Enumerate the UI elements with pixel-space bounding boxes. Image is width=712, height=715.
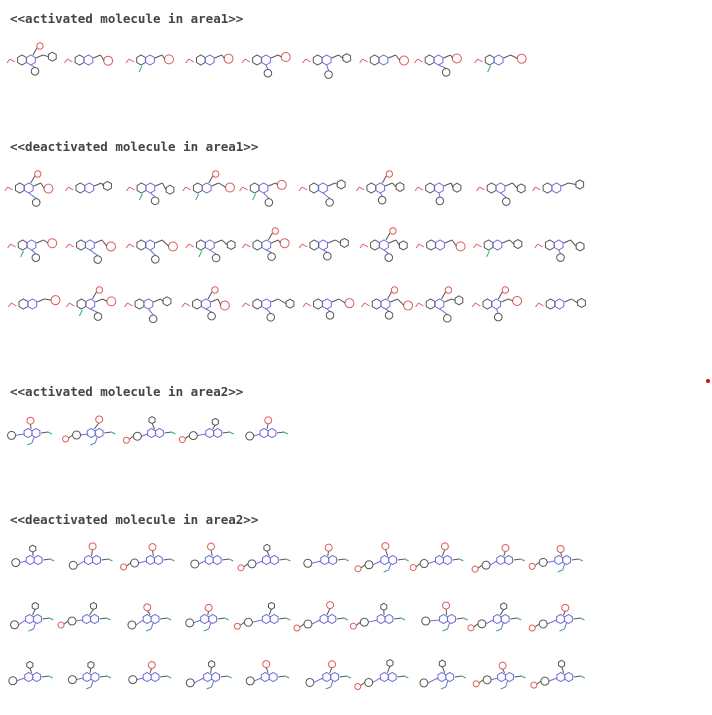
molecule-structure-icon xyxy=(414,182,462,206)
molecule-structure-icon xyxy=(415,239,466,252)
molecule-structure-icon xyxy=(185,53,234,66)
molecule-structure-icon xyxy=(127,603,172,632)
molecule-structure-icon xyxy=(11,544,55,568)
molecule-structure-icon xyxy=(530,659,586,689)
molecule-structure-icon xyxy=(245,660,290,686)
molecule-structure-icon xyxy=(354,659,409,690)
molecule-structure-icon xyxy=(178,417,234,444)
molecule-structure-icon xyxy=(471,286,523,322)
molecule-structure-icon xyxy=(8,660,53,686)
molecule-structure-icon xyxy=(233,601,291,630)
molecule-structure-icon xyxy=(528,544,583,573)
molecule-structure-icon xyxy=(419,659,467,690)
molecule-structure-icon xyxy=(67,660,112,690)
molecule-structure-icon xyxy=(472,661,526,690)
molecule-structure-icon xyxy=(124,296,172,324)
molecule-structure-icon xyxy=(185,239,236,263)
molecule-structure-icon xyxy=(62,415,116,446)
molecule-structure-icon xyxy=(473,239,523,258)
molecule-structure-icon xyxy=(64,54,114,66)
molecule-structure-icon xyxy=(415,286,464,323)
molecule-structure-icon xyxy=(303,543,349,568)
molecule-structure-icon xyxy=(349,602,406,630)
molecule-structure-icon xyxy=(125,54,174,73)
molecule-structure-icon xyxy=(10,602,54,632)
molecule-structure-icon xyxy=(354,542,409,573)
red-dot-marker xyxy=(706,379,710,383)
molecule-structure-icon xyxy=(298,237,349,261)
molecule-structure-icon xyxy=(414,53,462,77)
molecule-structure-icon xyxy=(7,416,53,446)
molecule-structure-icon xyxy=(7,238,58,262)
molecule-structure-icon xyxy=(293,601,349,632)
molecule-structure-icon xyxy=(359,54,410,66)
section-heading-activated-area1: <<activated molecule in area1>> xyxy=(10,11,244,26)
molecule-structure-icon xyxy=(185,603,229,632)
section-heading-deactivated-area2: <<deactivated molecule in area2>> xyxy=(10,512,259,527)
molecule-structure-icon xyxy=(65,286,117,321)
molecule-structure-icon xyxy=(302,53,352,79)
molecule-structure-icon xyxy=(474,53,527,73)
molecule-structure-icon xyxy=(122,416,176,444)
molecule-structure-icon xyxy=(361,286,414,320)
molecule-structure-icon xyxy=(241,298,295,322)
molecule-structure-icon xyxy=(355,170,405,205)
molecule-structure-icon xyxy=(4,170,54,207)
molecule-structure-icon xyxy=(305,660,351,690)
molecule-structure-icon xyxy=(6,42,57,76)
molecule-structure-icon xyxy=(125,239,178,264)
molecule-structure-icon xyxy=(65,239,116,264)
molecule-structure-icon xyxy=(409,542,464,572)
molecule-structure-icon xyxy=(467,602,522,632)
molecule-structure-icon xyxy=(120,543,175,571)
molecule-structure-icon xyxy=(471,543,525,573)
molecule-structure-icon xyxy=(241,52,291,78)
molecule-structure-icon xyxy=(126,182,175,206)
molecule-structure-icon xyxy=(68,542,113,570)
molecule-structure-icon xyxy=(239,179,287,207)
molecule-structure-icon xyxy=(64,180,112,194)
molecule-structure-icon xyxy=(532,179,585,194)
molecule-structure-icon xyxy=(476,182,526,206)
molecule-structure-icon xyxy=(528,603,585,632)
molecule-structure-icon xyxy=(535,297,586,310)
molecule-structure-icon xyxy=(245,416,289,441)
molecule-structure-icon xyxy=(181,286,230,321)
molecule-structure-icon xyxy=(421,601,468,632)
molecule-structure-icon xyxy=(237,543,291,572)
molecule-structure-icon xyxy=(128,661,172,685)
molecule-structure-icon xyxy=(534,239,585,262)
molecule-structure-icon xyxy=(185,660,232,690)
section-heading-deactivated-area1: <<deactivated molecule in area1>> xyxy=(10,139,259,154)
molecule-structure-icon xyxy=(298,179,346,207)
molecule-structure-icon xyxy=(241,227,290,261)
molecule-structure-icon xyxy=(190,542,234,569)
section-heading-activated-area2: <<activated molecule in area2>> xyxy=(10,384,244,399)
molecule-structure-icon xyxy=(359,227,408,262)
molecule-structure-icon xyxy=(7,295,61,310)
molecule-structure-icon xyxy=(182,170,235,201)
molecule-structure-icon xyxy=(302,298,355,320)
molecule-structure-icon xyxy=(57,601,111,629)
